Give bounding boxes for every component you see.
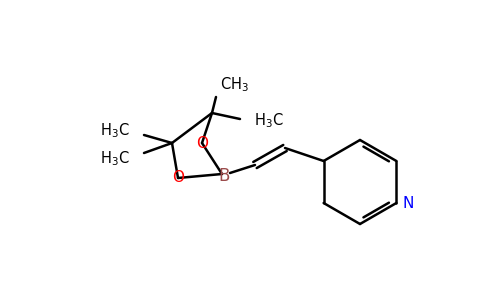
Text: H$_3$C: H$_3$C [254,112,284,130]
Text: CH$_3$: CH$_3$ [220,76,249,94]
Text: H$_3$C: H$_3$C [100,150,130,168]
Text: H$_3$C: H$_3$C [100,122,130,140]
Text: O: O [196,136,208,151]
Text: N: N [402,196,414,211]
Text: O: O [172,170,184,185]
Text: B: B [218,167,230,185]
